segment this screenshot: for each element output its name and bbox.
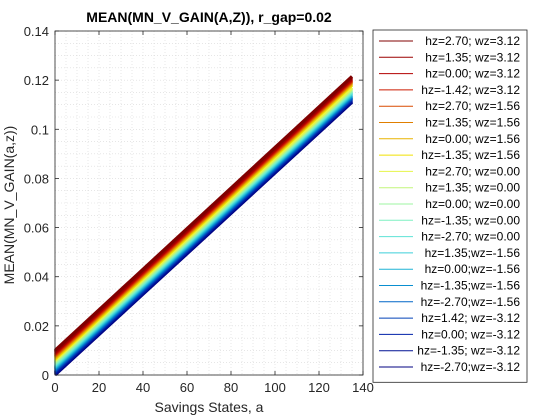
x-tick-label: 140: [352, 380, 374, 395]
legend-entry: hz=0.00; wz=3.12: [425, 67, 520, 81]
legend-entry: hz=-2.70;wz=-1.56: [421, 295, 521, 309]
x-axis-label: Savings States, a: [155, 399, 264, 415]
y-tick-label: 0.14: [24, 24, 49, 39]
legend-entry: hz=2.70; wz=0.00: [425, 164, 520, 178]
legend-entry: hz=1.35;wz=-1.56: [425, 246, 521, 260]
x-tick-label: 60: [180, 380, 194, 395]
y-tick-label: 0: [42, 368, 49, 383]
legend-entry: hz=-1.35; wz=0.00: [421, 213, 520, 227]
legend-entry: hz=1.42; wz=-3.12: [421, 311, 520, 325]
axes-box: [54, 30, 364, 376]
legend-entry: hz=1.35; wz=0.00: [425, 181, 520, 195]
x-axis: 0 20 40 60 80 100 120 140: [51, 31, 374, 395]
legend-entry: hz=0.00; wz=0.00: [425, 197, 520, 211]
legend: hz=2.70; wz=3.12 hz=1.35; wz=3.12 hz=0.00;…: [372, 29, 528, 383]
legend-entry: hz=0.00; wz=-3.12: [421, 327, 520, 341]
y-axis-label: MEAN(MN_V_GAIN(a,z)): [1, 126, 17, 285]
legend-entry: hz=-1.35;wz=-1.56: [421, 279, 521, 293]
x-tick-label: 100: [264, 380, 286, 395]
legend-entry: hz=0.00; wz=1.56: [425, 132, 520, 146]
legend-box: [372, 29, 528, 383]
y-tick-label: 0.08: [24, 171, 49, 186]
y-tick-label: 0.1: [31, 122, 49, 137]
x-tick-label: 120: [308, 380, 330, 395]
x-tick-label: 80: [224, 380, 238, 395]
y-tick-label: 0.04: [24, 270, 49, 285]
legend-entry: hz=-1.35; wz=1.56: [421, 148, 520, 162]
legend-entry: hz=1.35; wz=1.56: [425, 116, 520, 130]
y-tick-label: 0.06: [24, 221, 49, 236]
legend-entry: hz=2.70; wz=1.56: [425, 99, 520, 113]
plot-area: [53, 30, 364, 377]
legend-entry: hz=-1.42; wz=3.12: [421, 83, 520, 97]
x-tick-label: 0: [51, 380, 58, 395]
chart-title: MEAN(MN_V_GAIN(A,Z)), r_gap=0.02: [86, 9, 332, 25]
y-tick-label: 0.02: [24, 319, 49, 334]
y-tick-label: 0.12: [24, 73, 49, 88]
legend-entry: hz=2.70; wz=3.12: [425, 34, 520, 48]
legend-entry: hz=0.00;wz=-1.56: [425, 262, 521, 276]
legend-entry: hz=-1.35; wz=-3.12: [417, 344, 520, 358]
legend-entry: hz=1.35; wz=3.12: [425, 50, 520, 64]
x-tick-label: 40: [136, 380, 150, 395]
series-lines: [53, 75, 354, 377]
legend-entry: hz=-2.70; wz=0.00: [421, 230, 520, 244]
series-line: [53, 75, 354, 352]
y-axis: 0 0.02 0.04 0.06 0.08 0.1 0.12 0.14: [24, 24, 363, 383]
legend-entry: hz=-2.70;wz=-3.12: [421, 360, 521, 374]
x-tick-label: 20: [92, 380, 106, 395]
